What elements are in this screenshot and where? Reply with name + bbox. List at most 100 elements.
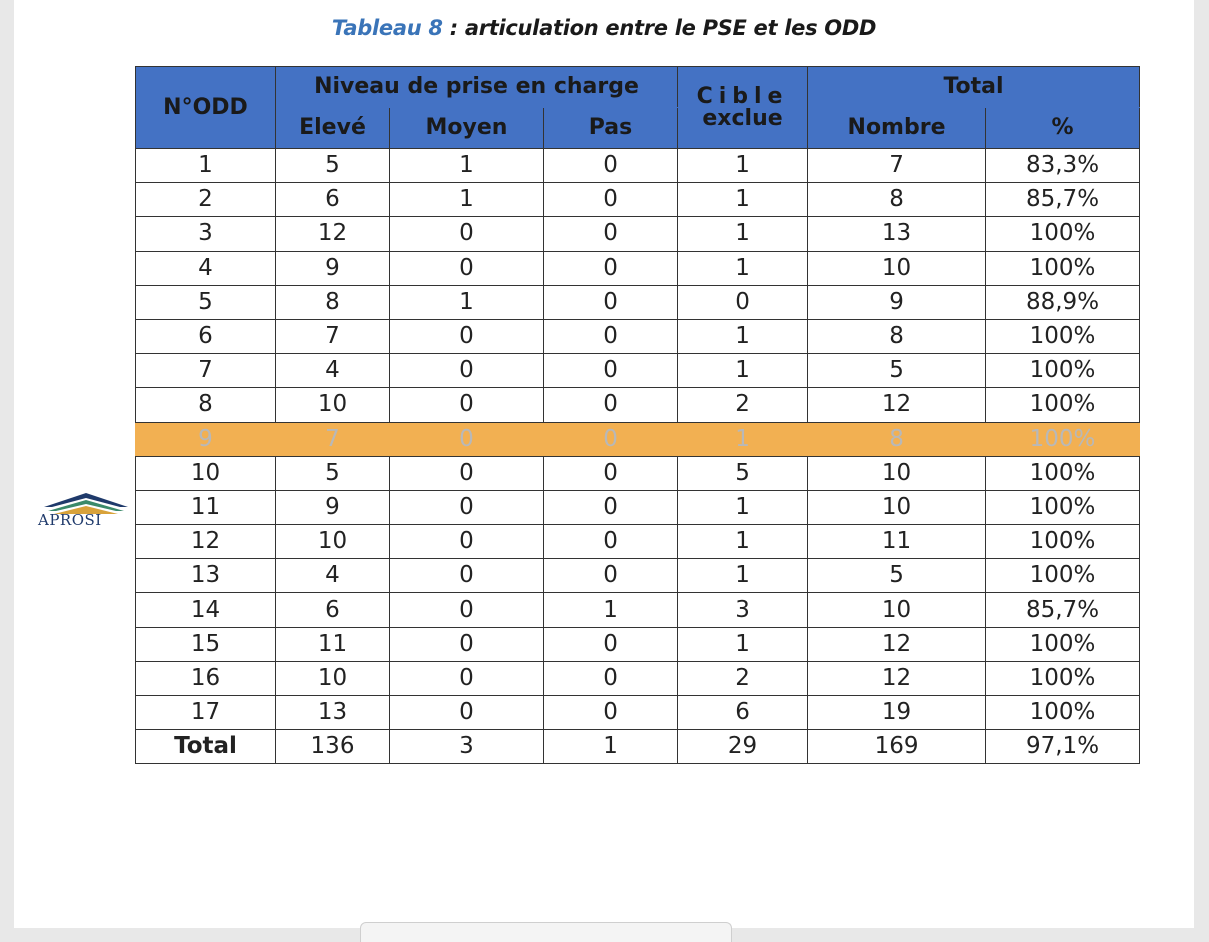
cell-cible-exclue: 1 — [677, 626, 809, 662]
table-row: 12 10 0 0 1 11 100% — [135, 524, 1141, 560]
cell-cible-exclue: 1 — [677, 489, 809, 526]
cell-moyen: 0 — [389, 421, 544, 457]
cell-cible-exclue: 2 — [677, 387, 809, 423]
cell-cible-exclue: 1 — [677, 147, 809, 184]
cell-nombre: 8 — [807, 421, 987, 457]
cell-moyen: 0 — [389, 524, 544, 560]
cell-moyen: 0 — [389, 216, 544, 252]
cell-cible-exclue: 1 — [677, 250, 809, 286]
table-row: 3 12 0 0 1 13 100% — [135, 216, 1141, 252]
cell-eleve: 10 — [275, 660, 390, 697]
cell-pas: 1 — [542, 592, 679, 628]
cell-cible-exclue: 1 — [677, 318, 809, 355]
cell-moyen: 0 — [389, 489, 544, 526]
cell-pas: 0 — [542, 318, 679, 355]
cell-pct: 83,3% — [985, 147, 1141, 184]
cell-moyen: 0 — [389, 387, 544, 423]
cell-nombre: 19 — [807, 694, 987, 731]
cell-pas: 0 — [542, 489, 679, 526]
cell-moyen: 1 — [389, 284, 544, 320]
cell-eleve: 5 — [275, 455, 390, 491]
cell-moyen: 0 — [389, 694, 544, 731]
cell-pas: 0 — [542, 558, 679, 594]
cell-pct: 85,7% — [985, 592, 1141, 628]
header-pas: Pas — [542, 107, 679, 149]
table-row: 13 4 0 0 1 5 100% — [135, 558, 1141, 594]
cell-eleve: 12 — [275, 216, 390, 252]
cell-moyen: 0 — [389, 660, 544, 697]
cell-pct: 100% — [985, 421, 1141, 457]
cell-pct: 88,9% — [985, 284, 1141, 320]
cell-pas: 0 — [542, 353, 679, 389]
caption-text: : articulation entre le PSE et les ODD — [442, 16, 877, 40]
cell-moyen: 1 — [389, 147, 544, 184]
cell-nombre: 10 — [807, 250, 987, 286]
cell-pas: 0 — [542, 250, 679, 286]
cell-nombre: 12 — [807, 626, 987, 662]
cell-cible-exclue: 6 — [677, 694, 809, 731]
cell-eleve: 6 — [275, 182, 390, 218]
cell-odd: 17 — [135, 694, 276, 731]
total-cell-eleve: 136 — [275, 729, 390, 765]
cell-cible-exclue: 3 — [677, 592, 809, 628]
cell-nombre: 8 — [807, 318, 987, 355]
cell-moyen: 0 — [389, 318, 544, 355]
cell-odd: 3 — [135, 216, 276, 252]
cell-moyen: 0 — [389, 250, 544, 286]
total-cell-odd: Total — [135, 729, 276, 765]
cell-odd: 14 — [135, 592, 276, 628]
cell-pct: 100% — [985, 250, 1141, 286]
table-row: 17 13 0 0 6 19 100% — [135, 694, 1141, 731]
table-row: 8 10 0 0 2 12 100% — [135, 387, 1141, 423]
cell-cible-exclue: 1 — [677, 216, 809, 252]
cell-odd: 9 — [135, 421, 276, 457]
cell-nombre: 12 — [807, 387, 987, 423]
cell-eleve: 4 — [275, 558, 390, 594]
cell-pct: 100% — [985, 216, 1141, 252]
table-caption: Tableau 8 : articulation entre le PSE et… — [14, 16, 1194, 40]
cell-cible-exclue: 1 — [677, 558, 809, 594]
cell-nombre: 8 — [807, 182, 987, 218]
cell-nombre: 12 — [807, 660, 987, 697]
cell-nombre: 10 — [807, 489, 987, 526]
aprosi-logo-text: APROSI — [38, 511, 102, 529]
document-page: Tableau 8 : articulation entre le PSE et… — [14, 0, 1194, 928]
cell-pas: 0 — [542, 455, 679, 491]
table-row: 4 9 0 0 1 10 100% — [135, 250, 1141, 286]
header-eleve: Elevé — [275, 107, 390, 149]
cell-pct: 100% — [985, 489, 1141, 526]
header-cible-line1: Cible — [696, 83, 789, 109]
cell-cible-exclue: 0 — [677, 284, 809, 320]
total-cell-cible-exclue: 29 — [677, 729, 809, 765]
total-cell-pct: 97,1% — [985, 729, 1141, 765]
cell-nombre: 10 — [807, 592, 987, 628]
cell-moyen: 0 — [389, 455, 544, 491]
page-navigation-tab[interactable] — [360, 922, 732, 942]
table-row: 5 8 1 0 0 9 88,9% — [135, 284, 1141, 320]
total-cell-moyen: 3 — [389, 729, 544, 765]
header-niveau: Niveau de prise en charge — [274, 66, 679, 108]
header-moyen: Moyen — [389, 107, 544, 149]
cell-pct: 100% — [985, 558, 1141, 594]
cell-odd: 12 — [135, 524, 276, 560]
cell-eleve: 9 — [275, 489, 390, 526]
cell-odd: 13 — [135, 558, 276, 594]
cell-eleve: 5 — [275, 147, 390, 184]
table-row: 11 9 0 0 1 10 100% — [135, 489, 1141, 526]
cell-pct: 100% — [985, 626, 1141, 662]
total-cell-pas: 1 — [542, 729, 679, 765]
cell-odd: 5 — [135, 284, 276, 320]
cell-eleve: 7 — [275, 318, 390, 355]
aprosi-logo-icon — [44, 493, 128, 514]
cell-moyen: 0 — [389, 558, 544, 594]
cell-pas: 0 — [542, 660, 679, 697]
cell-cible-exclue: 1 — [677, 182, 809, 218]
odd-articulation-table: N°ODD Niveau de prise en charge Cible ex… — [135, 66, 1141, 765]
cell-odd: 10 — [135, 455, 276, 491]
table-row: 6 7 0 0 1 8 100% — [135, 318, 1141, 355]
cell-pas: 0 — [542, 284, 679, 320]
cell-cible-exclue: 2 — [677, 660, 809, 697]
cell-pas: 0 — [542, 626, 679, 662]
cell-pct: 100% — [985, 660, 1141, 697]
cell-eleve: 8 — [275, 284, 390, 320]
